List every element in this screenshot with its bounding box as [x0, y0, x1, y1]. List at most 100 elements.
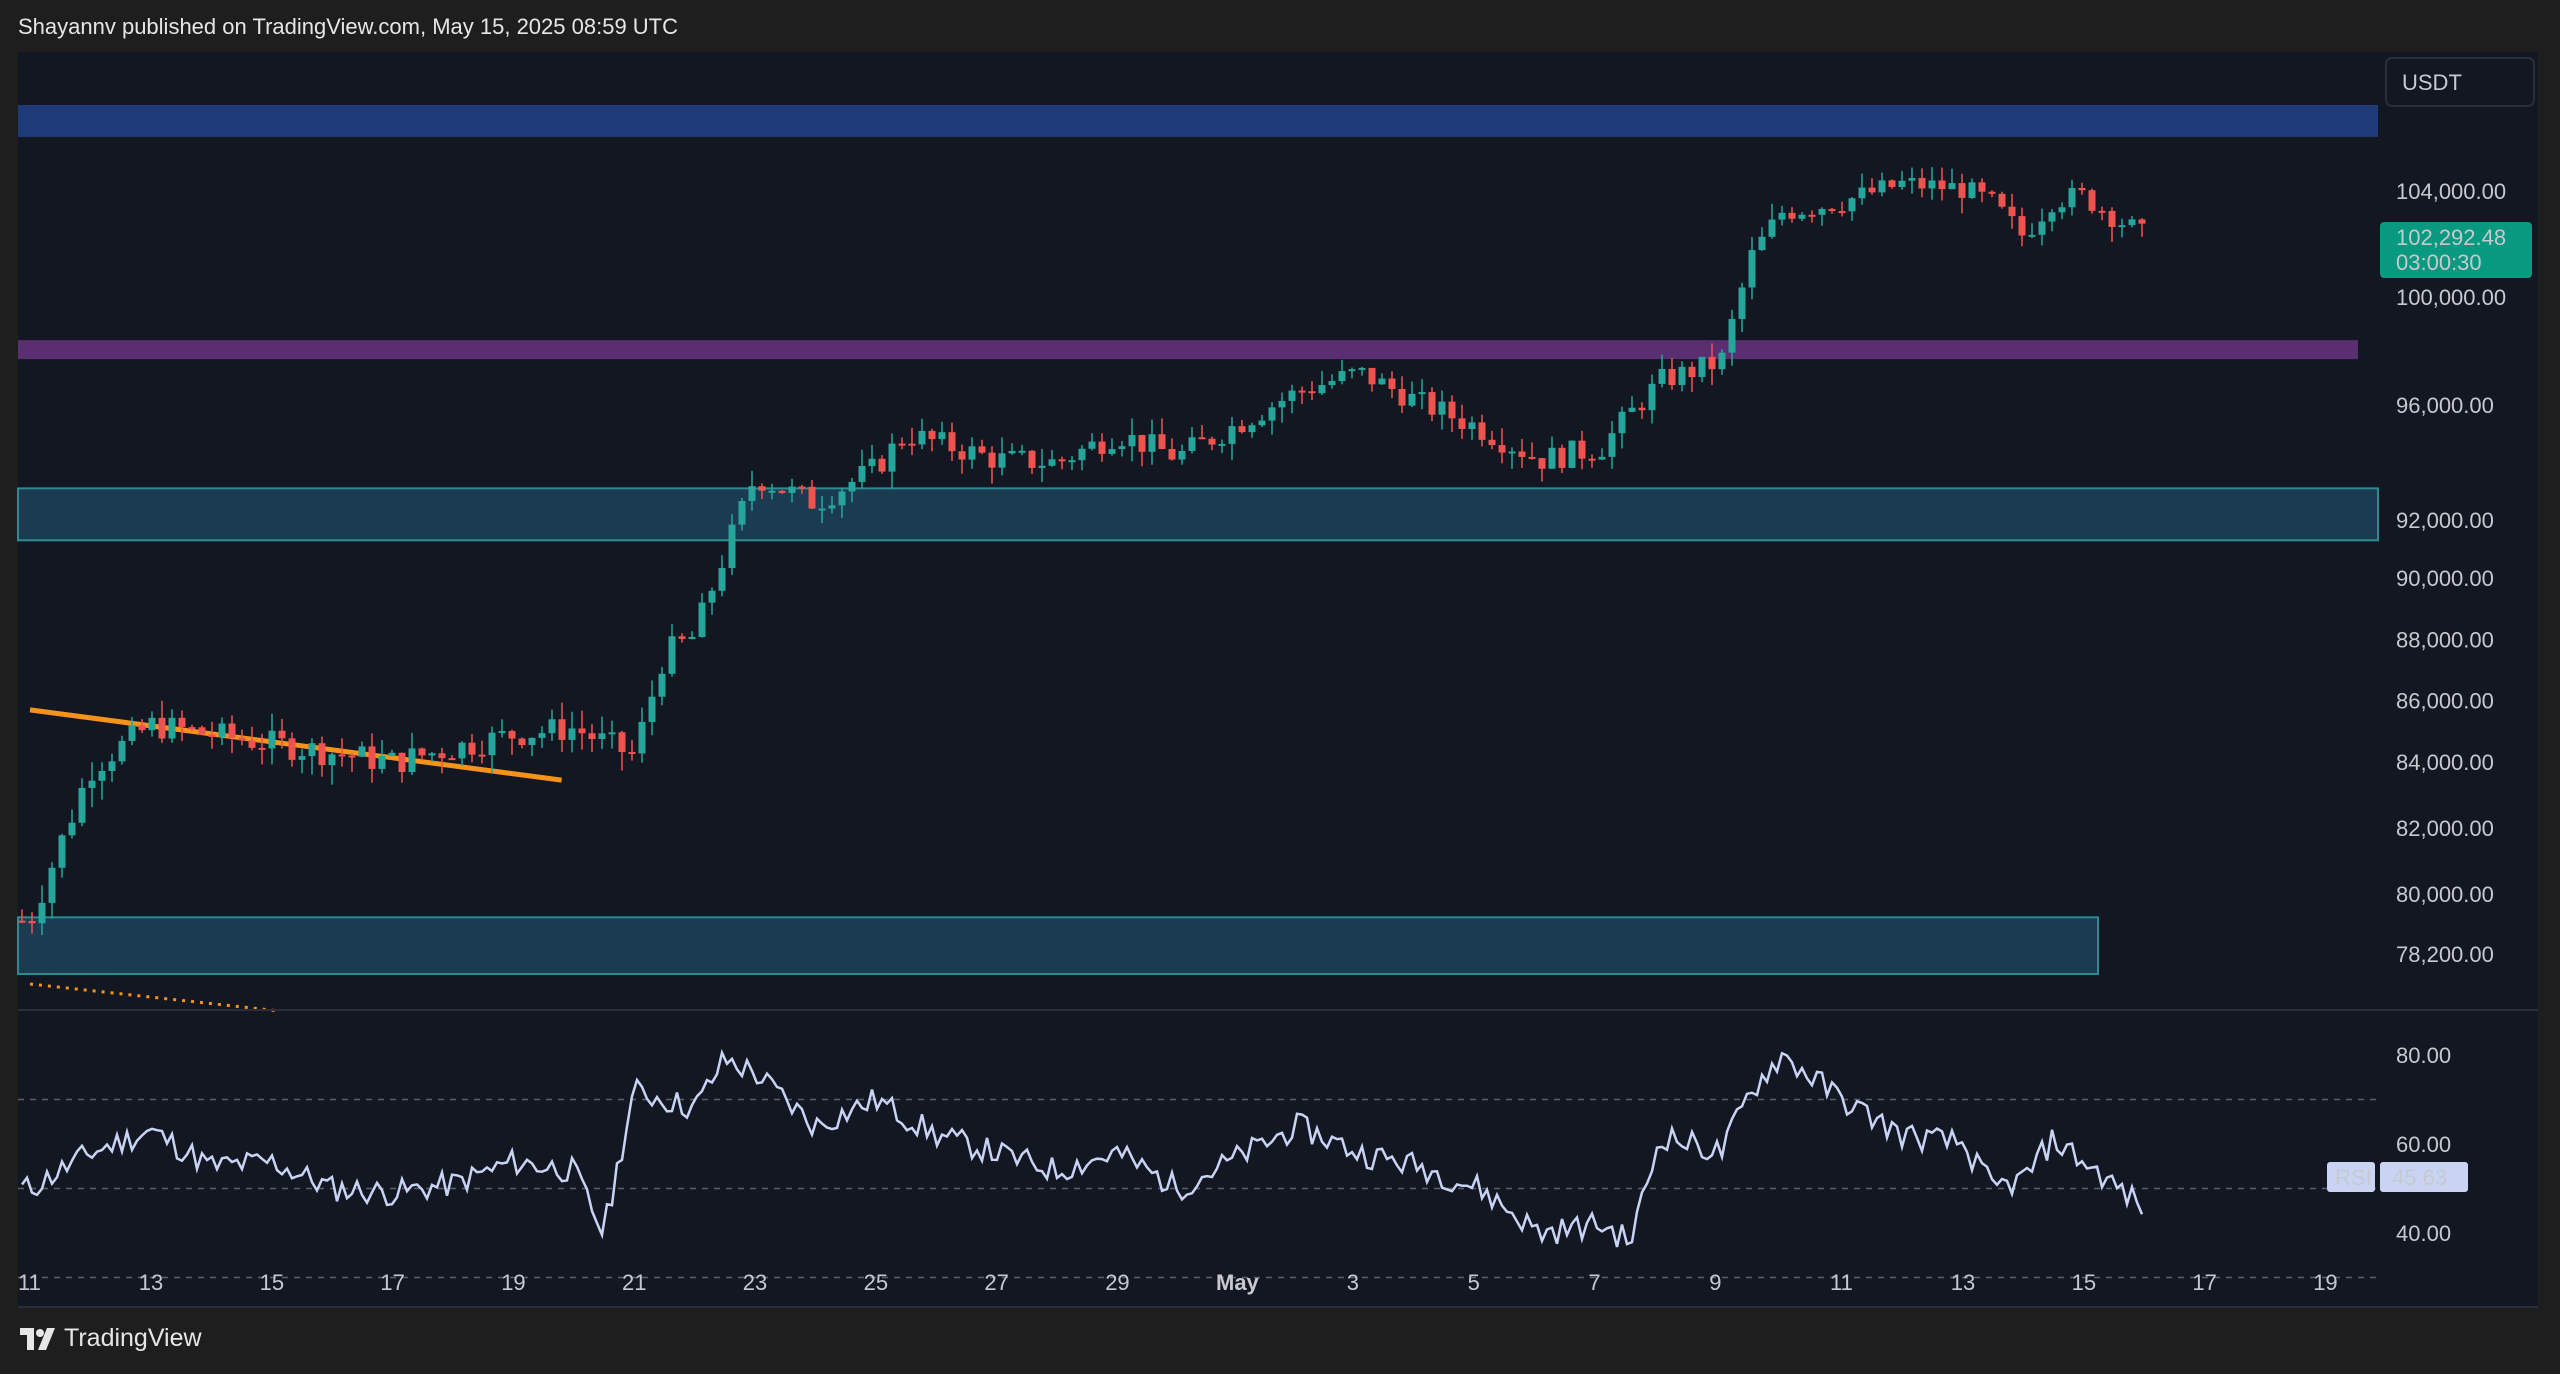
candle[interactable]	[898, 437, 906, 450]
candle[interactable]	[1778, 205, 1786, 226]
candle[interactable]	[218, 717, 226, 746]
candle[interactable]	[2138, 218, 2146, 237]
candle[interactable]	[258, 733, 266, 765]
candle[interactable]	[1228, 417, 1236, 461]
candle[interactable]	[68, 809, 76, 839]
candle[interactable]	[608, 720, 616, 749]
candle[interactable]	[488, 726, 496, 773]
candle[interactable]	[658, 666, 666, 706]
candle[interactable]	[1768, 203, 1776, 239]
candle[interactable]	[1328, 374, 1336, 389]
candle[interactable]	[1848, 197, 1856, 221]
candle[interactable]	[1298, 386, 1306, 404]
candle[interactable]	[768, 483, 776, 500]
candle[interactable]	[1638, 402, 1646, 419]
currency-selector-box[interactable]	[2385, 57, 2535, 107]
candle[interactable]	[1668, 358, 1676, 390]
candle[interactable]	[1248, 422, 1256, 438]
candle[interactable]	[1858, 173, 1866, 205]
candle[interactable]	[728, 514, 736, 575]
candle[interactable]	[1808, 210, 1816, 223]
candle[interactable]	[478, 740, 486, 764]
candle[interactable]	[1008, 443, 1016, 455]
candle[interactable]	[98, 762, 106, 800]
candle[interactable]	[518, 737, 526, 749]
candle[interactable]	[158, 700, 166, 743]
candle[interactable]	[1118, 440, 1126, 457]
candle[interactable]	[1218, 439, 1226, 454]
candle[interactable]	[1458, 404, 1466, 439]
candle[interactable]	[1678, 361, 1686, 392]
candle[interactable]	[48, 862, 56, 919]
candle[interactable]	[88, 762, 96, 808]
candle[interactable]	[598, 716, 606, 750]
candle[interactable]	[1688, 361, 1696, 392]
currency-selector[interactable]: USDT	[2385, 57, 2535, 107]
candle[interactable]	[1508, 447, 1516, 469]
candle[interactable]	[1578, 430, 1586, 470]
candle[interactable]	[498, 719, 506, 738]
candle[interactable]	[1138, 434, 1146, 467]
candle[interactable]	[198, 725, 206, 736]
footer-branding[interactable]: TradingView	[18, 1324, 202, 1353]
candle[interactable]	[1468, 416, 1476, 440]
candle[interactable]	[1188, 426, 1196, 454]
candle[interactable]	[678, 633, 686, 643]
candle[interactable]	[1258, 414, 1266, 427]
candle[interactable]	[118, 735, 126, 765]
candle[interactable]	[988, 446, 996, 484]
candle[interactable]	[1708, 343, 1716, 386]
candle[interactable]	[1608, 421, 1616, 469]
candle[interactable]	[1078, 444, 1086, 471]
candle[interactable]	[1868, 178, 1876, 195]
candle[interactable]	[858, 449, 866, 489]
candle[interactable]	[318, 736, 326, 777]
candle[interactable]	[338, 738, 346, 767]
candle[interactable]	[668, 624, 676, 677]
candle[interactable]	[1108, 438, 1116, 456]
candle[interactable]	[1908, 167, 1916, 194]
candle[interactable]	[868, 444, 876, 474]
candle[interactable]	[398, 752, 406, 783]
candle[interactable]	[268, 713, 276, 765]
candle[interactable]	[538, 726, 546, 748]
candle[interactable]	[1068, 456, 1076, 470]
candle[interactable]	[1588, 454, 1596, 468]
candle[interactable]	[778, 490, 786, 494]
candle[interactable]	[1518, 439, 1526, 468]
candle[interactable]	[1158, 418, 1166, 450]
candle[interactable]	[188, 724, 196, 732]
candle[interactable]	[2078, 182, 2086, 195]
candle[interactable]	[458, 741, 466, 767]
candle[interactable]	[408, 732, 416, 775]
candle[interactable]	[2048, 209, 2056, 232]
candle[interactable]	[1428, 387, 1436, 422]
candle[interactable]	[748, 470, 756, 511]
zone-3[interactable]	[17, 916, 2099, 975]
candle[interactable]	[148, 711, 156, 737]
candle[interactable]	[568, 711, 576, 753]
candle[interactable]	[1268, 402, 1276, 435]
candle[interactable]	[1658, 354, 1666, 388]
candle[interactable]	[18, 909, 26, 924]
candle[interactable]	[2118, 218, 2126, 238]
candle[interactable]	[1528, 442, 1536, 460]
candle[interactable]	[1388, 371, 1396, 398]
candle[interactable]	[1128, 418, 1136, 462]
candle[interactable]	[808, 480, 816, 510]
candle[interactable]	[1308, 381, 1316, 401]
candle[interactable]	[618, 730, 626, 771]
candle[interactable]	[1878, 172, 1886, 197]
candle[interactable]	[1168, 438, 1176, 461]
candle[interactable]	[1598, 448, 1606, 461]
candle[interactable]	[1338, 359, 1346, 385]
candle[interactable]	[1198, 425, 1206, 440]
candle[interactable]	[2128, 215, 2136, 228]
candle[interactable]	[378, 739, 386, 774]
candle[interactable]	[58, 833, 66, 878]
candle[interactable]	[1818, 207, 1826, 226]
candle[interactable]	[2008, 193, 2016, 229]
candle[interactable]	[1028, 449, 1036, 475]
candle[interactable]	[918, 418, 926, 450]
